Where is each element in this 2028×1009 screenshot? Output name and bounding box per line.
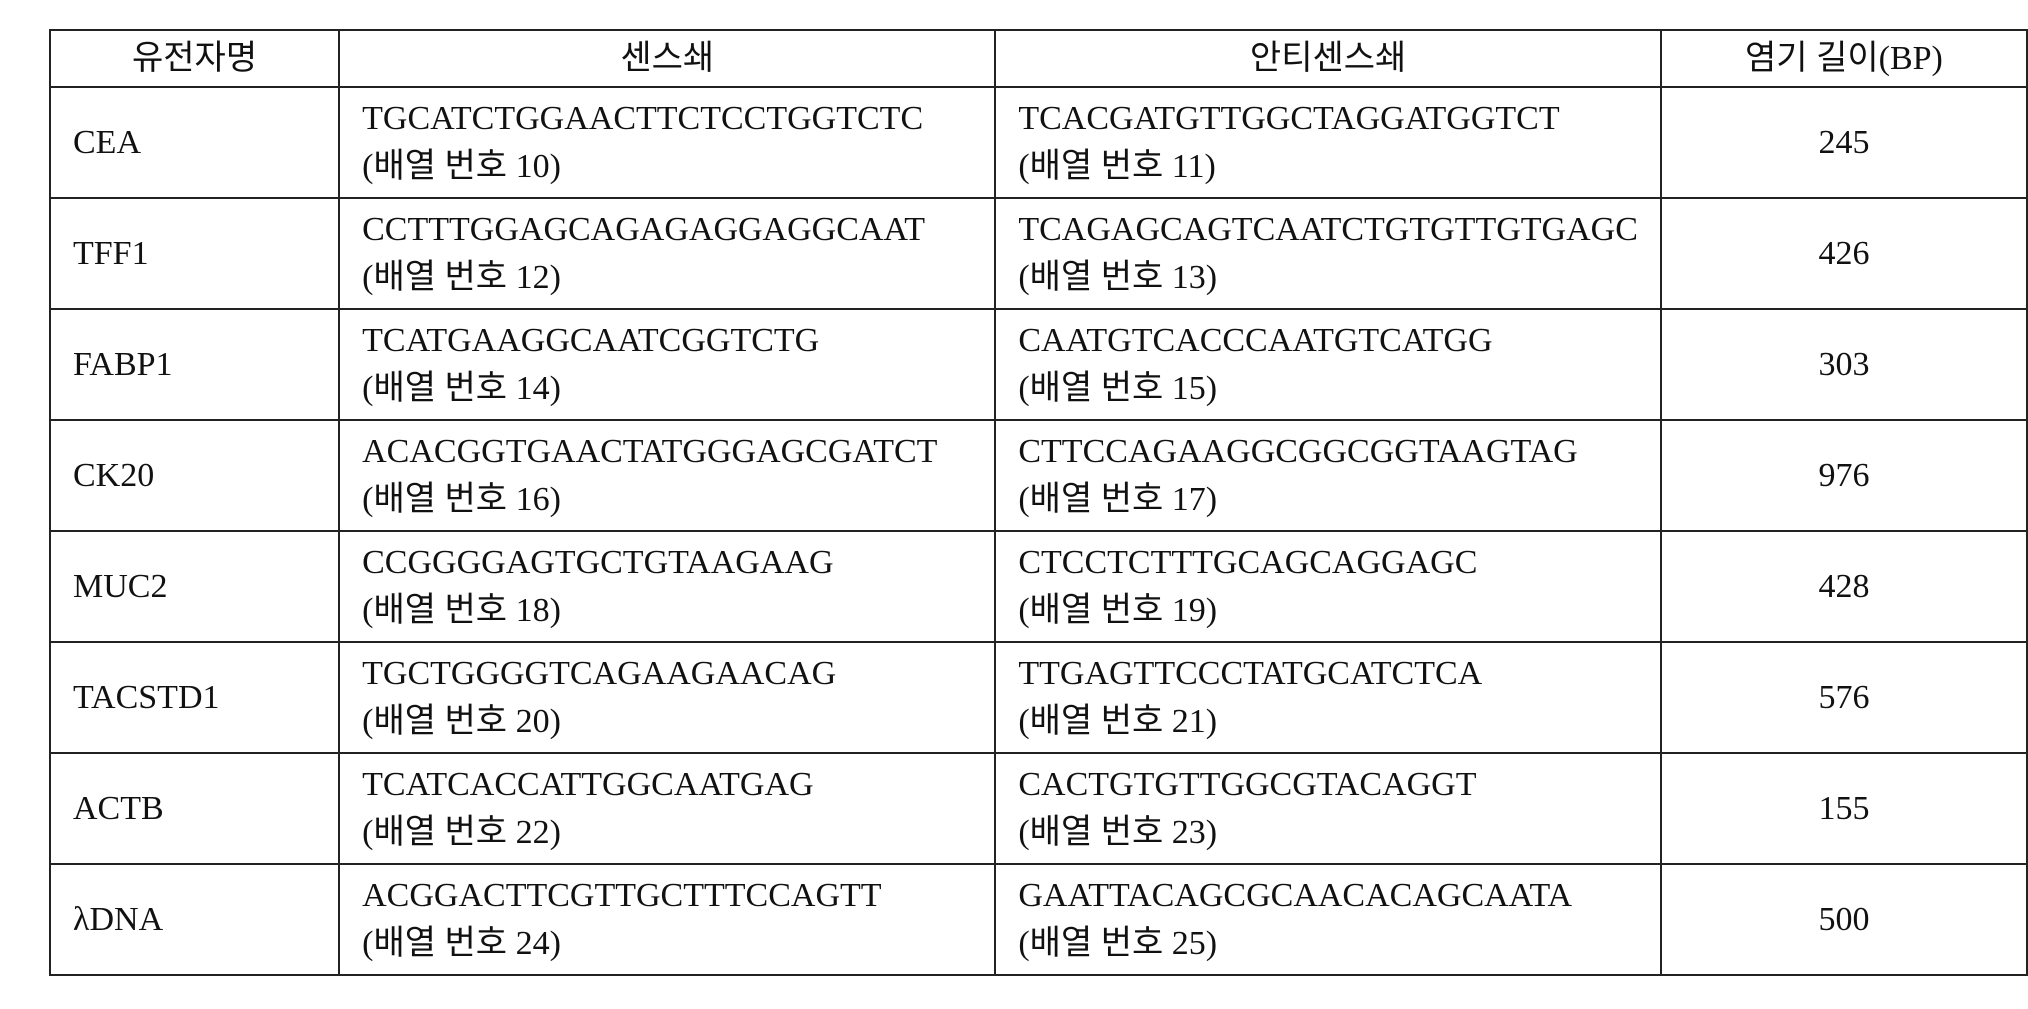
antisense-sequence: CTTCCAGAAGGCGGCGGTAAGTAG [1018, 428, 1638, 476]
antisense-seq-id: (배열 번호 13) [1018, 254, 1638, 302]
header-cell: 안티센스쇄 [995, 30, 1661, 87]
antisense-seq-id: (배열 번호 25) [1018, 920, 1638, 968]
gene-name: MUC2 [50, 531, 339, 642]
antisense-cell: CAATGTCACCCAATGTCATGG(배열 번호 15) [995, 309, 1661, 420]
antisense-sequence: GAATTACAGCGCAACACAGCAATA [1018, 872, 1638, 920]
sense-seq-id: (배열 번호 22) [362, 809, 972, 857]
sense-seq-id: (배열 번호 10) [362, 143, 972, 191]
table-row: TFF1CCTTTGGAGCAGAGAGGAGGCAAT(배열 번호 12)TC… [50, 198, 2027, 309]
antisense-cell: TTGAGTTCCCTATGCATCTCA(배열 번호 21) [995, 642, 1661, 753]
gene-name: ACTB [50, 753, 339, 864]
antisense-cell: TCACGATGTTGGCTAGGATGGTCT(배열 번호 11) [995, 87, 1661, 198]
antisense-sequence: CTCCTCTTTGCAGCAGGAGC [1018, 539, 1638, 587]
table-row: FABP1TCATGAAGGCAATCGGTCTG(배열 번호 14)CAATG… [50, 309, 2027, 420]
header-cell: 센스쇄 [339, 30, 995, 87]
sense-seq-id: (배열 번호 12) [362, 254, 972, 302]
base-length: 426 [1661, 198, 2027, 309]
antisense-cell: TCAGAGCAGTCAATCTGTGTTGTGAGC(배열 번호 13) [995, 198, 1661, 309]
gene-name: CEA [50, 87, 339, 198]
sense-sequence: CCGGGGAGTGCTGTAAGAAG [362, 539, 972, 587]
base-length: 428 [1661, 531, 2027, 642]
sense-seq-id: (배열 번호 14) [362, 365, 972, 413]
sense-cell: TCATCACCATTGGCAATGAG(배열 번호 22) [339, 753, 995, 864]
table-row: CK20ACACGGTGAACTATGGGAGCGATCT(배열 번호 16)C… [50, 420, 2027, 531]
base-length: 576 [1661, 642, 2027, 753]
antisense-sequence: CAATGTCACCCAATGTCATGG [1018, 317, 1638, 365]
base-length: 500 [1661, 864, 2027, 975]
sense-sequence: TGCTGGGGTCAGAAGAACAG [362, 650, 972, 698]
antisense-cell: CTTCCAGAAGGCGGCGGTAAGTAG(배열 번호 17) [995, 420, 1661, 531]
sense-seq-id: (배열 번호 20) [362, 698, 972, 746]
antisense-cell: CTCCTCTTTGCAGCAGGAGC(배열 번호 19) [995, 531, 1661, 642]
antisense-cell: CACTGTGTTGGCGTACAGGT(배열 번호 23) [995, 753, 1661, 864]
sense-sequence: TCATGAAGGCAATCGGTCTG [362, 317, 972, 365]
table-row: λDNAACGGACTTCGTTGCTTTCCAGTT(배열 번호 24)GAA… [50, 864, 2027, 975]
primer-table: 유전자명 센스쇄 안티센스쇄 염기 길이(BP) CEATGCATCTGGAAC… [49, 29, 2028, 976]
sense-sequence: TGCATCTGGAACTTCTCCTGGTCTC [362, 95, 972, 143]
sense-cell: CCGGGGAGTGCTGTAAGAAG(배열 번호 18) [339, 531, 995, 642]
antisense-seq-id: (배열 번호 17) [1018, 476, 1638, 524]
sense-sequence: ACACGGTGAACTATGGGAGCGATCT [362, 428, 972, 476]
sense-cell: ACGGACTTCGTTGCTTTCCAGTT(배열 번호 24) [339, 864, 995, 975]
sense-seq-id: (배열 번호 24) [362, 920, 972, 968]
sense-seq-id: (배열 번호 16) [362, 476, 972, 524]
base-length: 303 [1661, 309, 2027, 420]
gene-name: TFF1 [50, 198, 339, 309]
antisense-seq-id: (배열 번호 23) [1018, 809, 1638, 857]
antisense-seq-id: (배열 번호 21) [1018, 698, 1638, 746]
table-row: CEATGCATCTGGAACTTCTCCTGGTCTC(배열 번호 10)TC… [50, 87, 2027, 198]
gene-name: CK20 [50, 420, 339, 531]
header-cell: 염기 길이(BP) [1661, 30, 2027, 87]
sense-sequence: TCATCACCATTGGCAATGAG [362, 761, 972, 809]
table-row: ACTBTCATCACCATTGGCAATGAG(배열 번호 22)CACTGT… [50, 753, 2027, 864]
header-row: 유전자명 센스쇄 안티센스쇄 염기 길이(BP) [50, 30, 2027, 87]
antisense-cell: GAATTACAGCGCAACACAGCAATA(배열 번호 25) [995, 864, 1661, 975]
gene-name: λDNA [50, 864, 339, 975]
antisense-seq-id: (배열 번호 11) [1018, 143, 1638, 191]
sense-seq-id: (배열 번호 18) [362, 587, 972, 635]
sense-cell: CCTTTGGAGCAGAGAGGAGGCAAT(배열 번호 12) [339, 198, 995, 309]
base-length: 976 [1661, 420, 2027, 531]
table-body: CEATGCATCTGGAACTTCTCCTGGTCTC(배열 번호 10)TC… [50, 87, 2027, 975]
antisense-sequence: TCACGATGTTGGCTAGGATGGTCT [1018, 95, 1638, 143]
sense-sequence: CCTTTGGAGCAGAGAGGAGGCAAT [362, 206, 972, 254]
sense-cell: ACACGGTGAACTATGGGAGCGATCT(배열 번호 16) [339, 420, 995, 531]
base-length: 155 [1661, 753, 2027, 864]
antisense-sequence: TCAGAGCAGTCAATCTGTGTTGTGAGC [1018, 206, 1638, 254]
table-row: TACSTD1TGCTGGGGTCAGAAGAACAG(배열 번호 20)TTG… [50, 642, 2027, 753]
table-row: MUC2CCGGGGAGTGCTGTAAGAAG(배열 번호 18)CTCCTC… [50, 531, 2027, 642]
sense-cell: TGCTGGGGTCAGAAGAACAG(배열 번호 20) [339, 642, 995, 753]
antisense-sequence: TTGAGTTCCCTATGCATCTCA [1018, 650, 1638, 698]
antisense-seq-id: (배열 번호 19) [1018, 587, 1638, 635]
antisense-sequence: CACTGTGTTGGCGTACAGGT [1018, 761, 1638, 809]
gene-name: TACSTD1 [50, 642, 339, 753]
base-length: 245 [1661, 87, 2027, 198]
header-cell: 유전자명 [50, 30, 339, 87]
sense-cell: TGCATCTGGAACTTCTCCTGGTCTC(배열 번호 10) [339, 87, 995, 198]
antisense-seq-id: (배열 번호 15) [1018, 365, 1638, 413]
gene-name: FABP1 [50, 309, 339, 420]
sense-sequence: ACGGACTTCGTTGCTTTCCAGTT [362, 872, 972, 920]
sense-cell: TCATGAAGGCAATCGGTCTG(배열 번호 14) [339, 309, 995, 420]
